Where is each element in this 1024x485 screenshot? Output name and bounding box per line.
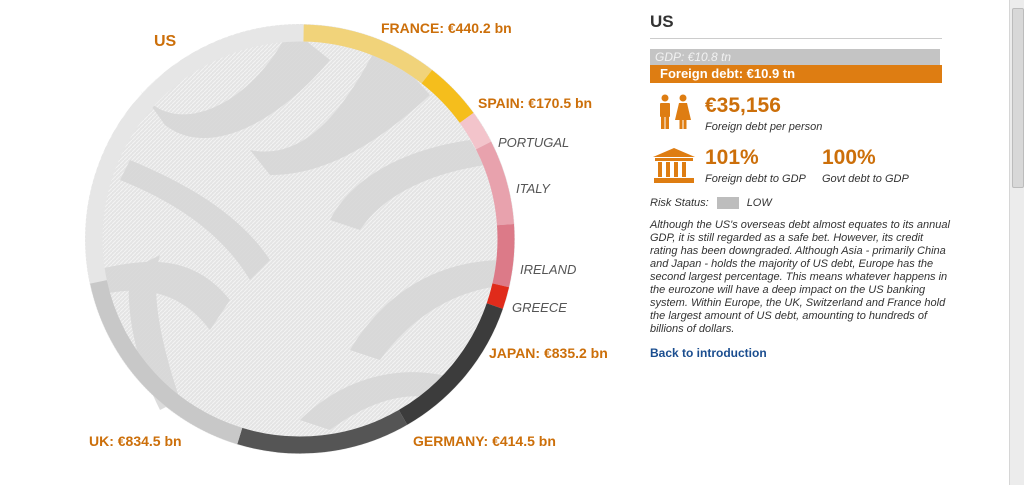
country-info-panel: US GDP: €10.8 tn Foreign debt: €10.9 tn … bbox=[650, 0, 950, 360]
ring-segment-portugal[interactable] bbox=[459, 112, 492, 150]
creditor-ring bbox=[85, 24, 515, 454]
ring-segment-italy[interactable] bbox=[475, 141, 514, 226]
label-portugal[interactable]: PORTUGAL bbox=[498, 135, 570, 150]
foreign-debt-bar: Foreign debt: €10.9 tn bbox=[650, 65, 942, 83]
per-person-value: €35,156 bbox=[705, 94, 781, 117]
risk-value: LOW bbox=[746, 197, 772, 209]
risk-swatch bbox=[716, 197, 739, 209]
risk-status: Risk Status: LOW bbox=[650, 197, 942, 209]
people-icon bbox=[660, 94, 691, 129]
highlight-country-label: US bbox=[154, 33, 177, 50]
ring-segment-germany[interactable] bbox=[237, 410, 408, 454]
gdp-bar: GDP: €10.8 tn bbox=[650, 49, 940, 65]
bank-building-icon bbox=[653, 148, 695, 183]
debt-to-gdp-caption: Foreign debt to GDP bbox=[705, 173, 806, 185]
label-japan[interactable]: JAPAN: €835.2 bn bbox=[489, 345, 608, 361]
ring-segment-japan[interactable] bbox=[398, 303, 503, 425]
ring-segment-uk[interactable] bbox=[90, 280, 243, 445]
label-italy[interactable]: ITALY bbox=[516, 181, 550, 196]
label-greece[interactable]: GREECE bbox=[512, 300, 567, 315]
country-description: Although the US's overseas debt almost e… bbox=[650, 219, 950, 335]
label-germany[interactable]: GERMANY: €414.5 bn bbox=[413, 433, 556, 449]
debt-flows bbox=[95, 28, 508, 430]
label-france[interactable]: FRANCE: €440.2 bn bbox=[381, 20, 512, 36]
debt-to-gdp-value: 101% bbox=[705, 146, 759, 169]
back-to-introduction-link[interactable]: Back to introduction bbox=[650, 346, 767, 360]
gdp-ratio-stats: 101% Foreign debt to GDP 100% Govt debt … bbox=[650, 141, 942, 191]
ring-segment-spain[interactable] bbox=[421, 69, 474, 124]
label-spain[interactable]: SPAIN: €170.5 bn bbox=[478, 95, 593, 111]
debt-circle-chart bbox=[85, 24, 515, 454]
label-uk[interactable]: UK: €834.5 bn bbox=[89, 433, 182, 449]
per-person-stat: €35,156 Foreign debt per person bbox=[650, 89, 942, 139]
per-person-caption: Foreign debt per person bbox=[705, 121, 823, 133]
country-title: US bbox=[650, 12, 942, 39]
risk-label: Risk Status: bbox=[650, 197, 709, 209]
ring-segment-france[interactable] bbox=[303, 24, 433, 84]
ring-segment-greece[interactable] bbox=[486, 283, 510, 309]
scrollbar-thumb[interactable] bbox=[1012, 8, 1024, 188]
govt-debt-to-gdp-caption: Govt debt to GDP bbox=[822, 173, 909, 185]
label-ireland[interactable]: IRELAND bbox=[520, 262, 577, 277]
ring-segment-ireland[interactable] bbox=[492, 224, 515, 288]
vertical-scrollbar[interactable] bbox=[1009, 0, 1024, 485]
govt-debt-to-gdp-value: 100% bbox=[822, 146, 876, 169]
